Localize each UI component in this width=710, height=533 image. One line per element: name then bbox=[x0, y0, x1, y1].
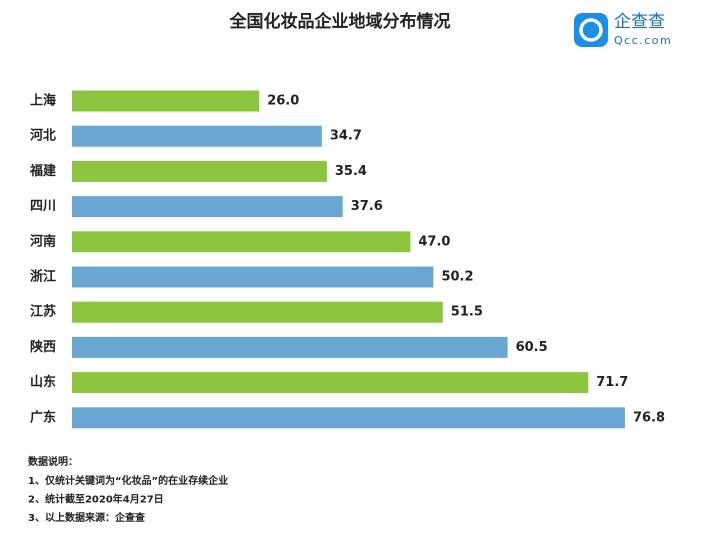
logo-icon-ring bbox=[579, 18, 603, 42]
logo-site: Qcc.com bbox=[614, 34, 672, 47]
logo-icon bbox=[574, 13, 608, 47]
bar bbox=[72, 407, 625, 429]
y-tick-label: 陕西 bbox=[30, 339, 56, 355]
value-label: 47.0 bbox=[418, 234, 450, 249]
logo-name: 企查查 bbox=[614, 12, 665, 32]
notes-heading: 数据说明： bbox=[28, 455, 78, 468]
bar bbox=[72, 266, 434, 288]
bar bbox=[72, 336, 508, 358]
y-tick-label: 浙江 bbox=[30, 269, 56, 285]
value-label: 51.5 bbox=[451, 305, 483, 320]
logo: 企查查 Qcc.com bbox=[574, 12, 672, 47]
y-tick-label: 福建 bbox=[29, 163, 56, 179]
bar bbox=[72, 125, 322, 147]
bar bbox=[72, 372, 589, 394]
y-tick-label: 河南 bbox=[30, 233, 56, 249]
y-tick-label: 上海 bbox=[30, 93, 56, 109]
chart-title: 全国化妆品企业地域分布情况 bbox=[229, 11, 451, 32]
value-label: 37.6 bbox=[351, 199, 383, 214]
note-line: 3、以上数据来源：企查查 bbox=[28, 511, 146, 524]
bar bbox=[72, 160, 327, 182]
bar bbox=[72, 196, 343, 218]
y-tick-label: 江苏 bbox=[30, 304, 56, 320]
value-label: 71.7 bbox=[596, 375, 628, 390]
value-label: 35.4 bbox=[335, 164, 367, 179]
note-line: 2、统计截至2020年4月27日 bbox=[28, 493, 164, 506]
value-label: 60.5 bbox=[516, 340, 548, 355]
value-label: 34.7 bbox=[330, 129, 362, 144]
bar bbox=[72, 301, 443, 323]
value-label: 26.0 bbox=[267, 94, 299, 109]
value-label: 50.2 bbox=[441, 270, 473, 285]
y-tick-label: 四川 bbox=[30, 199, 56, 214]
note-line: 1、仅统计关键词为“化妆品”的在业存续企业 bbox=[28, 474, 228, 487]
bar bbox=[72, 231, 411, 253]
y-tick-label: 广东 bbox=[30, 409, 56, 425]
value-label: 76.8 bbox=[633, 410, 665, 425]
bar bbox=[72, 90, 260, 112]
y-tick-label: 河北 bbox=[30, 128, 56, 144]
y-tick-label: 山东 bbox=[30, 374, 56, 390]
